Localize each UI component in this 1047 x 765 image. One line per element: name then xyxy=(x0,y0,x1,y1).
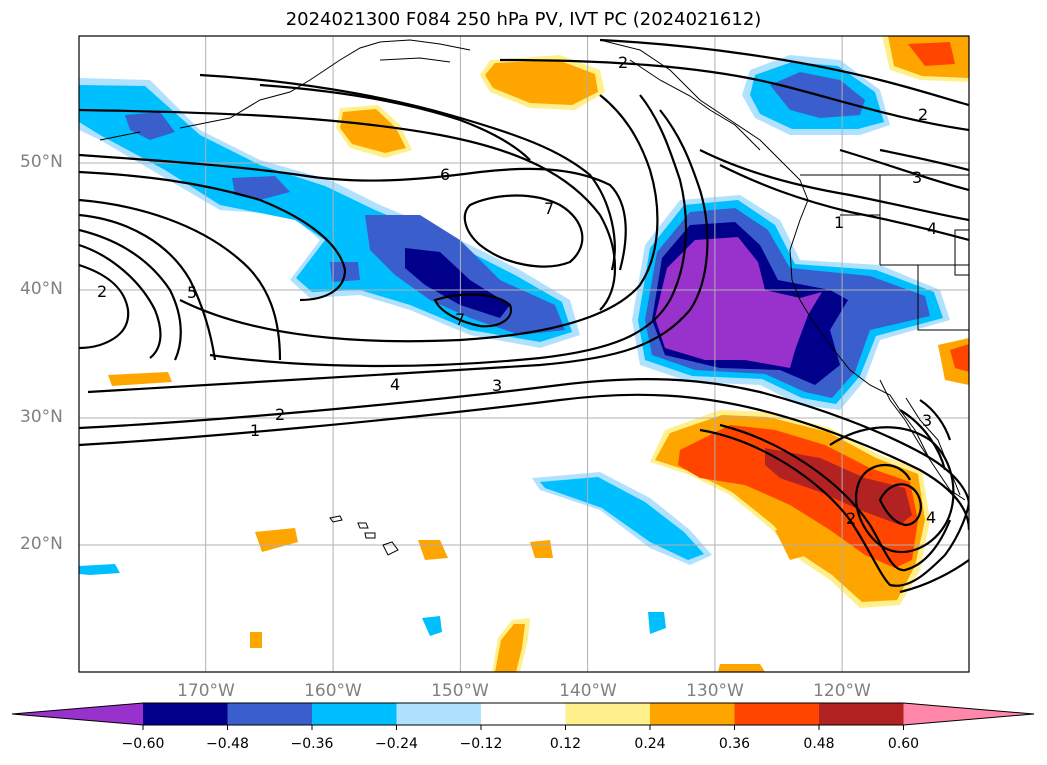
lon-label-160w: 160°W xyxy=(304,681,362,701)
colorbar-tick-label: 0.36 xyxy=(718,736,751,752)
lon-label-120w: 120°W xyxy=(813,681,871,701)
colorbar-extend-left xyxy=(12,703,143,725)
contour-label: 2 xyxy=(97,282,107,301)
pv-positive-s1-orange xyxy=(495,624,525,672)
contour-label: 4 xyxy=(390,375,400,394)
pv-positive-small5 xyxy=(250,632,262,648)
contour-label: 1 xyxy=(250,421,260,440)
pv-positive-se-small xyxy=(775,528,808,560)
colorbar-tick-label: −0.12 xyxy=(459,736,503,752)
colorbar-bin xyxy=(819,703,904,725)
lon-label-140w: 140°W xyxy=(559,681,617,701)
map-plot-area: 2 2 6 7 7 5 4 3 2 1 2 3 2 4 1 3 4 xyxy=(79,36,969,672)
colorbar-bin xyxy=(565,703,650,725)
contour-label: 7 xyxy=(544,199,554,218)
contour-label: 2 xyxy=(275,405,285,424)
colorbar-bin xyxy=(481,703,566,725)
pv-negative-small2 xyxy=(422,616,442,636)
colorbar-bin xyxy=(227,703,312,725)
colorbar-bin xyxy=(143,703,228,725)
contour-label: 5 xyxy=(187,283,197,302)
contour-label: 4 xyxy=(926,508,936,527)
colorbar-tick-label: 0.48 xyxy=(803,736,835,752)
pv-negative-subtropical-cyan xyxy=(540,477,704,560)
colorbar xyxy=(11,702,1035,730)
colorbar-tick-label: −0.36 xyxy=(290,736,334,752)
lat-label-40n: 40°N xyxy=(20,279,63,299)
contour-label: 3 xyxy=(492,376,502,395)
pv-positive-e-red xyxy=(950,344,969,372)
ivt-contours xyxy=(79,38,969,594)
lat-label-30n: 30°N xyxy=(20,407,63,427)
colorbar-tick-label: −0.24 xyxy=(375,736,418,752)
pv-positive-ne-red xyxy=(908,42,955,66)
colorbar-extend-right xyxy=(903,703,1034,725)
pv-positive-small4 xyxy=(530,540,553,558)
colorbar-tick-label: 0.24 xyxy=(634,736,666,752)
lon-label-170w: 170°W xyxy=(177,681,235,701)
contour-label: 1 xyxy=(834,213,844,232)
coastlines xyxy=(99,39,969,556)
pv-negative-small1 xyxy=(79,564,120,575)
pv-negative-streak-navy xyxy=(405,248,510,318)
pv-negative-small3 xyxy=(648,612,666,634)
lat-label-20n: 20°N xyxy=(20,534,63,554)
contour-label: 2 xyxy=(918,105,928,124)
pv-positive-small1 xyxy=(108,372,172,386)
colorbar-tick-label: 0.60 xyxy=(887,736,920,752)
colorbar-bin xyxy=(396,703,481,725)
contour-label: 7 xyxy=(455,310,465,329)
colorbar-tick-label: 0.12 xyxy=(549,736,582,752)
contour-label: 4 xyxy=(927,219,937,238)
pv-positive-s2 xyxy=(718,664,765,672)
pv-negative-streak-blue2 xyxy=(232,176,290,200)
pv-negative-cutoff-purple xyxy=(655,237,822,368)
colorbar-bin xyxy=(734,703,819,725)
contour-labels: 2 2 6 7 7 5 4 3 2 1 2 3 2 4 1 3 4 xyxy=(97,53,937,528)
lon-label-130w: 130°W xyxy=(686,681,744,701)
colorbar-bin xyxy=(650,703,735,725)
colorbar-tick-label: −0.48 xyxy=(206,736,249,752)
map-title: 2024021300 F084 250 hPa PV, IVT PC (2024… xyxy=(285,9,762,30)
contour-label: 3 xyxy=(912,168,922,187)
plot-frame xyxy=(78,35,970,673)
lon-label-150w: 150°W xyxy=(431,681,489,701)
contour-label: 6 xyxy=(440,165,450,184)
pv-positive-small3 xyxy=(418,540,448,560)
pv-positive-n1-orange xyxy=(485,60,598,105)
contour-label: 2 xyxy=(846,509,856,528)
contour-label: 3 xyxy=(922,411,932,430)
lat-label-50n: 50°N xyxy=(20,152,63,172)
pv-positive-n2-orange xyxy=(340,109,406,153)
colorbar-tick-label: −0.60 xyxy=(121,736,165,752)
pv-negative-streak-blue3 xyxy=(365,215,565,335)
gridlines xyxy=(79,36,969,672)
contour-label: 2 xyxy=(618,53,628,72)
pv-positive-small2 xyxy=(255,528,298,552)
pv-positive-se-darkred xyxy=(765,448,912,525)
colorbar-bin xyxy=(312,703,397,725)
